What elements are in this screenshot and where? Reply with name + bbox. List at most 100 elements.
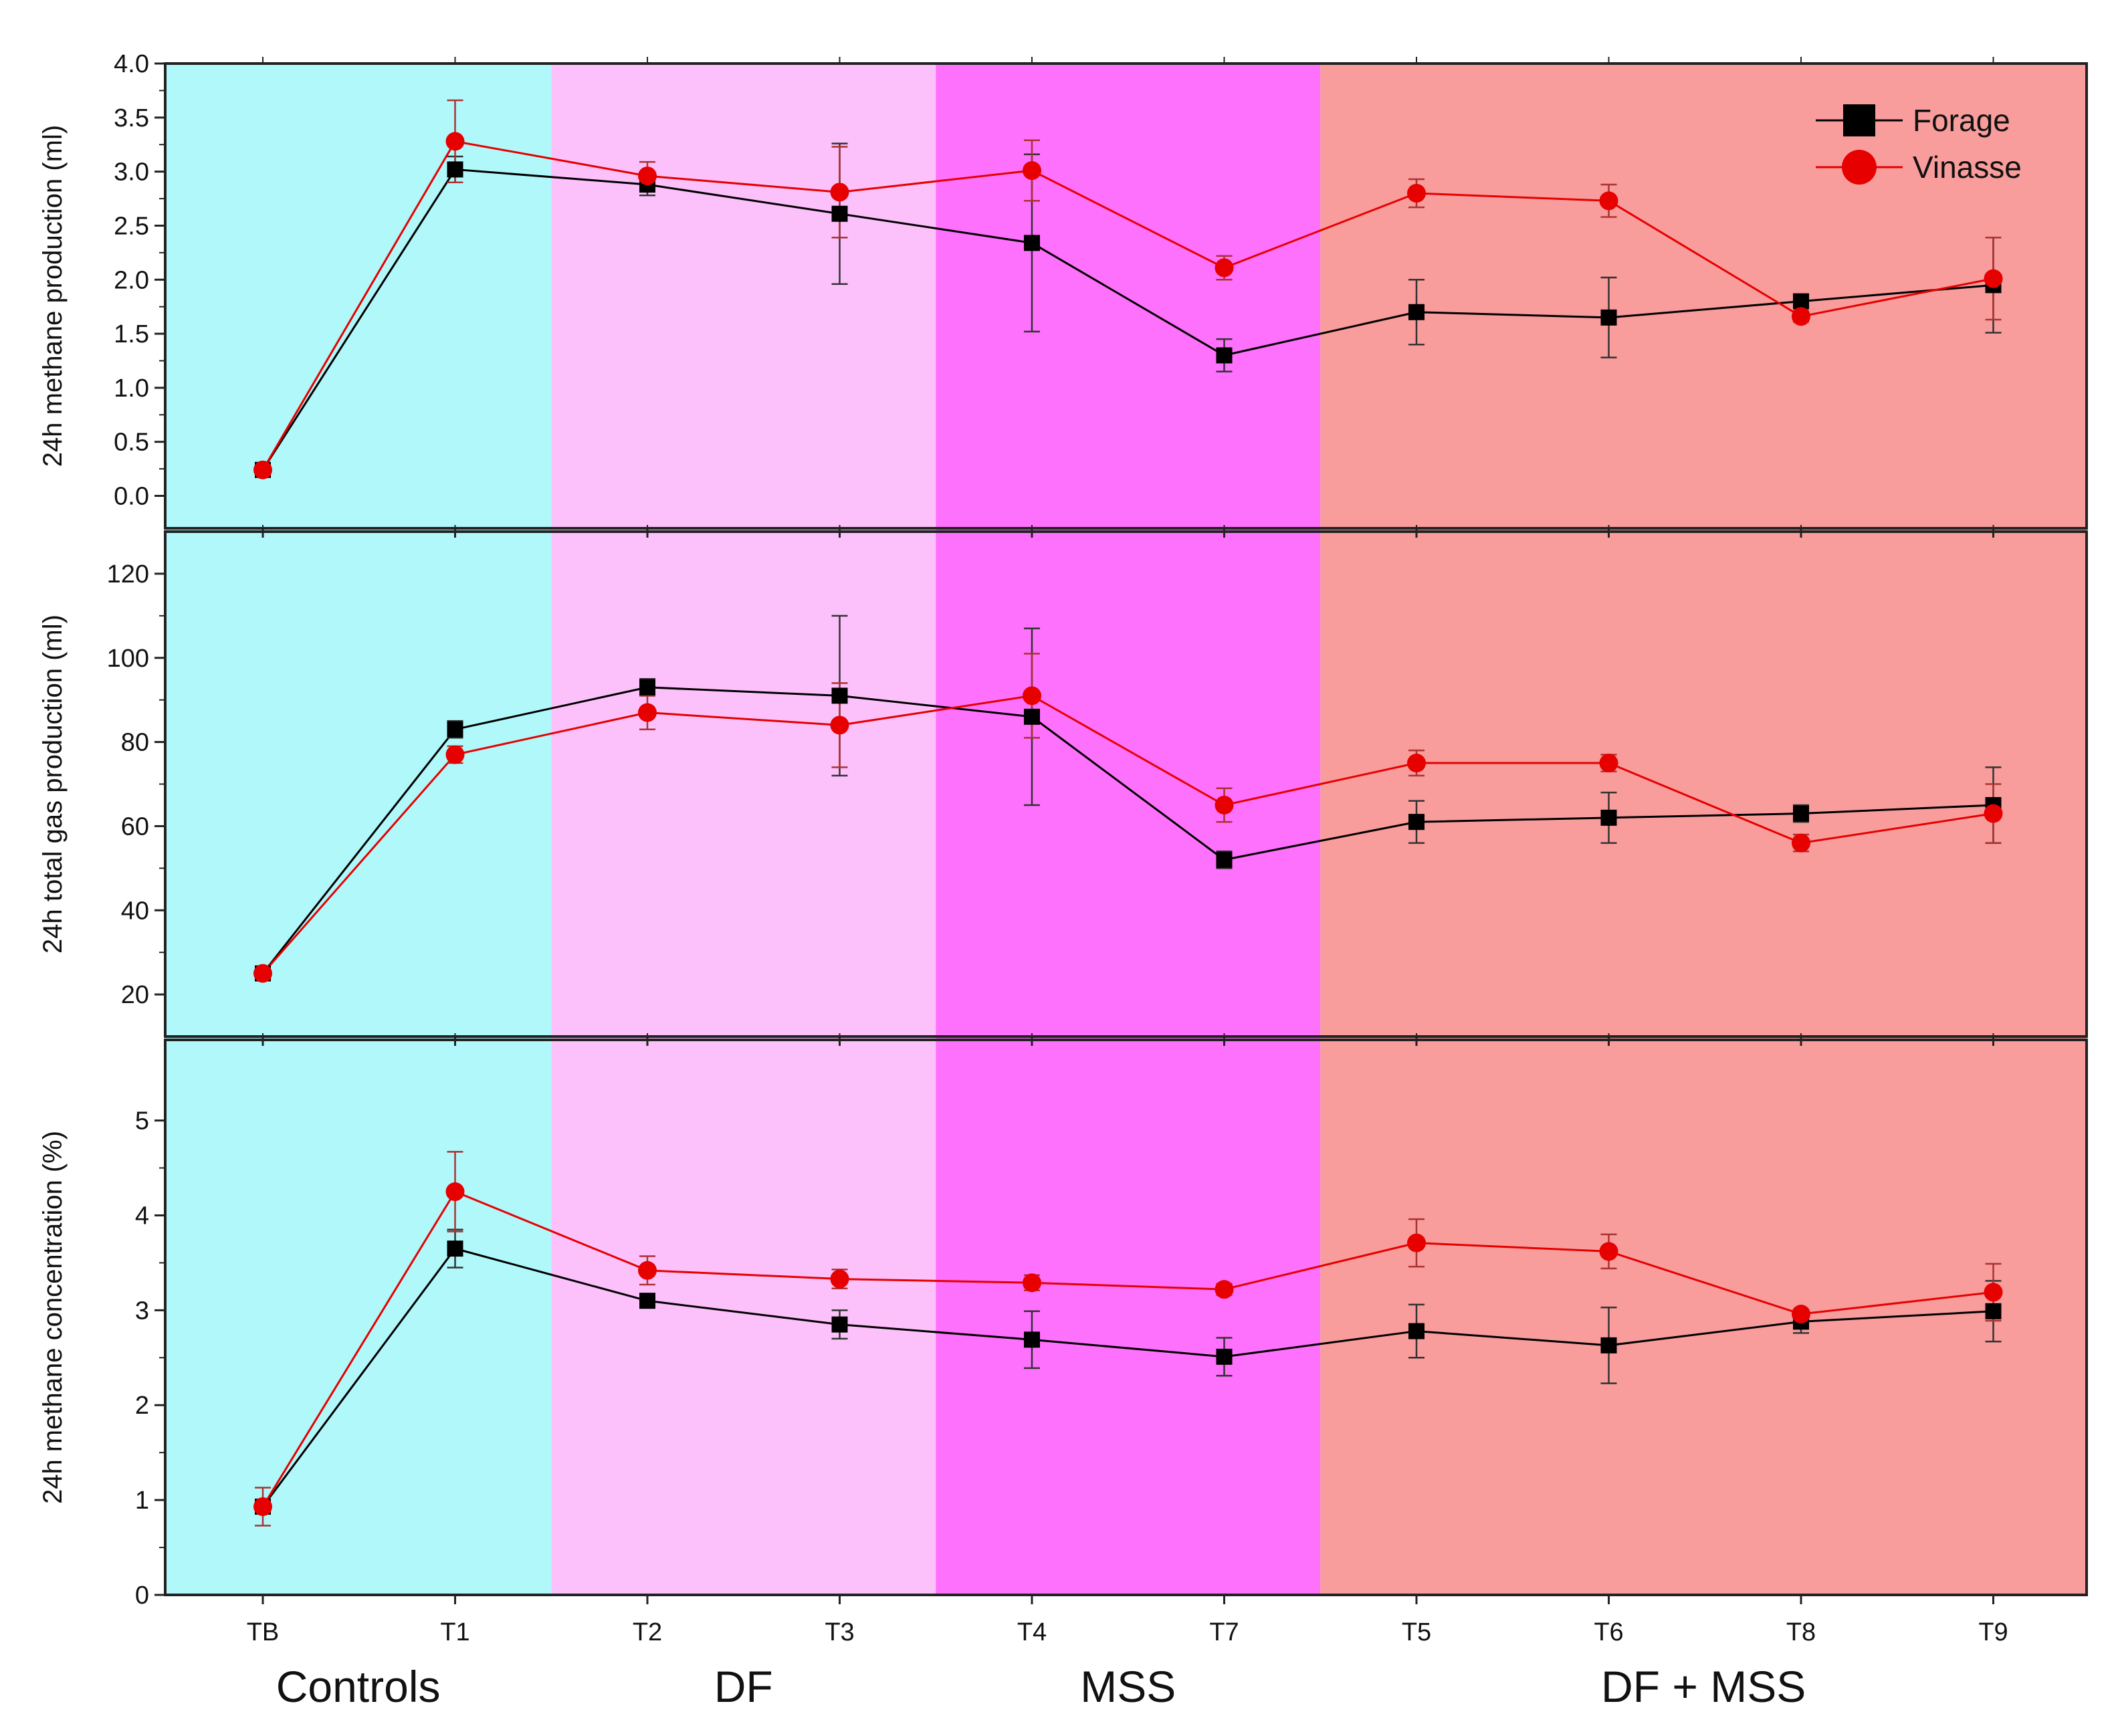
xtick-label-t9: T9 — [1978, 1618, 2008, 1646]
panel-3-ytick-label: 2 — [135, 1392, 149, 1420]
panel-1-forage-point-t3 — [831, 205, 848, 222]
panel-1-ytick-label: 3.0 — [114, 158, 149, 187]
panel-2-forage-point-t7 — [1216, 851, 1233, 868]
panel-1-ytick-label: 3.5 — [114, 104, 149, 132]
panel-1-vinasse-point-t4 — [1023, 161, 1041, 181]
xtick-label-t3: T3 — [825, 1618, 854, 1646]
panel-1-forage-line — [261, 168, 1994, 471]
panel-3-vinasse-line — [261, 1190, 1994, 1507]
xtick-label-tb: TB — [247, 1618, 280, 1646]
panel-1-ytick-label: 1.0 — [114, 374, 149, 403]
panel-3-vinasse-point-t6 — [1599, 1242, 1618, 1261]
panel-3-forage-point-t3 — [831, 1316, 848, 1333]
group-bands — [165, 64, 2087, 1595]
legend-label-vinasse: Vinasse — [1913, 150, 2022, 185]
panel-1-ytick-label: 4.0 — [114, 50, 149, 78]
panel-2-vinasse-point-tb — [253, 964, 272, 983]
xtick-label-t8: T8 — [1786, 1618, 1816, 1646]
band-mss — [936, 64, 1321, 1595]
panel-2-vinasse-point-t2 — [638, 703, 657, 722]
legend-marker-vinasse — [1842, 150, 1877, 185]
panel-3-ytick-label: 0 — [135, 1582, 149, 1610]
panel-3-ytick-label: 1 — [135, 1487, 149, 1515]
xtick-label-t4: T4 — [1017, 1618, 1047, 1646]
panel-2-vinasse-point-t7 — [1215, 795, 1234, 815]
panel-3-vinasse-point-t3 — [830, 1269, 849, 1289]
band-df — [551, 64, 936, 1595]
xtick-label-t7: T7 — [1209, 1618, 1239, 1646]
panel-2-vinasse-point-t9 — [1984, 804, 2003, 823]
panel-3-vinasse-point-t8 — [1792, 1305, 1810, 1324]
labels-layer: Controls DF MSS DF + MSS 24h methane product… — [38, 125, 2008, 1711]
panel-2-forage-point-t3 — [831, 687, 848, 704]
panel-3-forage-point-t1 — [447, 1240, 463, 1257]
panel-3-forage-point-t6 — [1600, 1337, 1617, 1353]
panel-1-vinasse-point-t5 — [1407, 183, 1426, 203]
panel-1-forage-point-t5 — [1408, 304, 1425, 320]
panel-1-vinasse-point-t9 — [1984, 269, 2003, 288]
panel-2-forage-point-t8 — [1793, 805, 1809, 822]
panel-1-vinasse-point-t8 — [1792, 307, 1810, 326]
axes: 0.00.51.01.52.02.53.03.54.02040608010012… — [107, 50, 2088, 1610]
panel-2-ylabel: 24h total gas production (ml) — [38, 615, 68, 954]
panel-1-ytick-label: 1.5 — [114, 320, 149, 348]
panel-2-ytick-label: 40 — [121, 897, 149, 925]
panel-1-ytick-label: 0.5 — [114, 429, 149, 457]
panel-1-ytick-label: 0.0 — [114, 483, 149, 511]
panel-1-vinasse-point-t3 — [830, 183, 849, 202]
panel-3-ytick-label: 4 — [135, 1202, 149, 1230]
panel-3-ytick-label: 5 — [135, 1107, 149, 1135]
panel-2-forage-point-t4 — [1024, 708, 1040, 725]
panel-1-frame — [164, 62, 2088, 530]
panel-2-vinasse-point-t1 — [445, 745, 465, 764]
panel-1-vinasse-point-t2 — [638, 167, 657, 186]
panel-2-ytick-label: 60 — [121, 812, 149, 841]
panel-1-forage-point-t6 — [1600, 309, 1617, 326]
panel-2-vinasse-point-t4 — [1023, 686, 1041, 706]
panel-1-vinasse-point-tb — [253, 460, 272, 479]
panel-2-ytick-label: 120 — [107, 560, 149, 588]
panel-3-forage-point-t7 — [1216, 1348, 1233, 1365]
panel-3-forage-point-t5 — [1408, 1323, 1425, 1339]
panel-2-forage-line — [261, 686, 1994, 974]
legend-label-forage: Forage — [1913, 103, 2010, 138]
panel-2-vinasse-point-t3 — [830, 716, 849, 735]
panel-2-vinasse-point-t6 — [1599, 754, 1618, 773]
panel-3-ylabel: 24h methane concentration (%) — [38, 1131, 68, 1504]
group-label-df-mss: DF + MSS — [1601, 1662, 1806, 1711]
legend-marker-forage — [1843, 104, 1875, 136]
panel-2-forage-point-t1 — [447, 721, 463, 738]
panel-3-vinasse-point-tb — [253, 1497, 272, 1517]
panel-3-vinasse-point-t2 — [638, 1261, 657, 1280]
panel-3-forage-line — [261, 1247, 1994, 1507]
panel-1-ytick-label: 2.0 — [114, 266, 149, 294]
panel-1-vinasse-point-t1 — [445, 132, 465, 151]
panel-2-forage-point-t2 — [639, 679, 655, 695]
panel-3-forage-point-t2 — [639, 1293, 655, 1309]
panel-1-vinasse-line — [261, 140, 1994, 471]
panel-3-vinasse-point-t1 — [445, 1182, 465, 1202]
xtick-label-t6: T6 — [1594, 1618, 1623, 1646]
panel-2-ytick-label: 80 — [121, 729, 149, 757]
panel-3-forage-point-t4 — [1024, 1331, 1040, 1348]
panel-1-vinasse-point-t7 — [1215, 258, 1234, 278]
panel-2-forage-point-t5 — [1408, 814, 1425, 831]
series-layer — [253, 99, 2003, 1527]
panel-3-vinasse-point-t9 — [1984, 1283, 2003, 1302]
panel-3-forage-point-t9 — [1985, 1303, 2002, 1319]
panel-2-vinasse-point-t8 — [1792, 833, 1810, 853]
group-label-df: DF — [714, 1662, 773, 1711]
legend: Forage Vinasse — [1816, 103, 2022, 185]
panel-2-ytick-label: 100 — [107, 645, 149, 673]
panel-3-ytick-label: 3 — [135, 1297, 149, 1325]
panel-1-ytick-label: 2.5 — [114, 212, 149, 240]
panel-2-vinasse-point-t5 — [1407, 754, 1426, 773]
panel-2-vinasse-line — [261, 694, 1994, 974]
group-label-mss: MSS — [1080, 1662, 1176, 1711]
panel-2-forage-point-t6 — [1600, 809, 1617, 826]
panel-1-ylabel: 24h methane production (ml) — [38, 125, 68, 467]
panel-2-ytick-label: 20 — [121, 981, 149, 1009]
panel-1-forage-point-t4 — [1024, 235, 1040, 251]
